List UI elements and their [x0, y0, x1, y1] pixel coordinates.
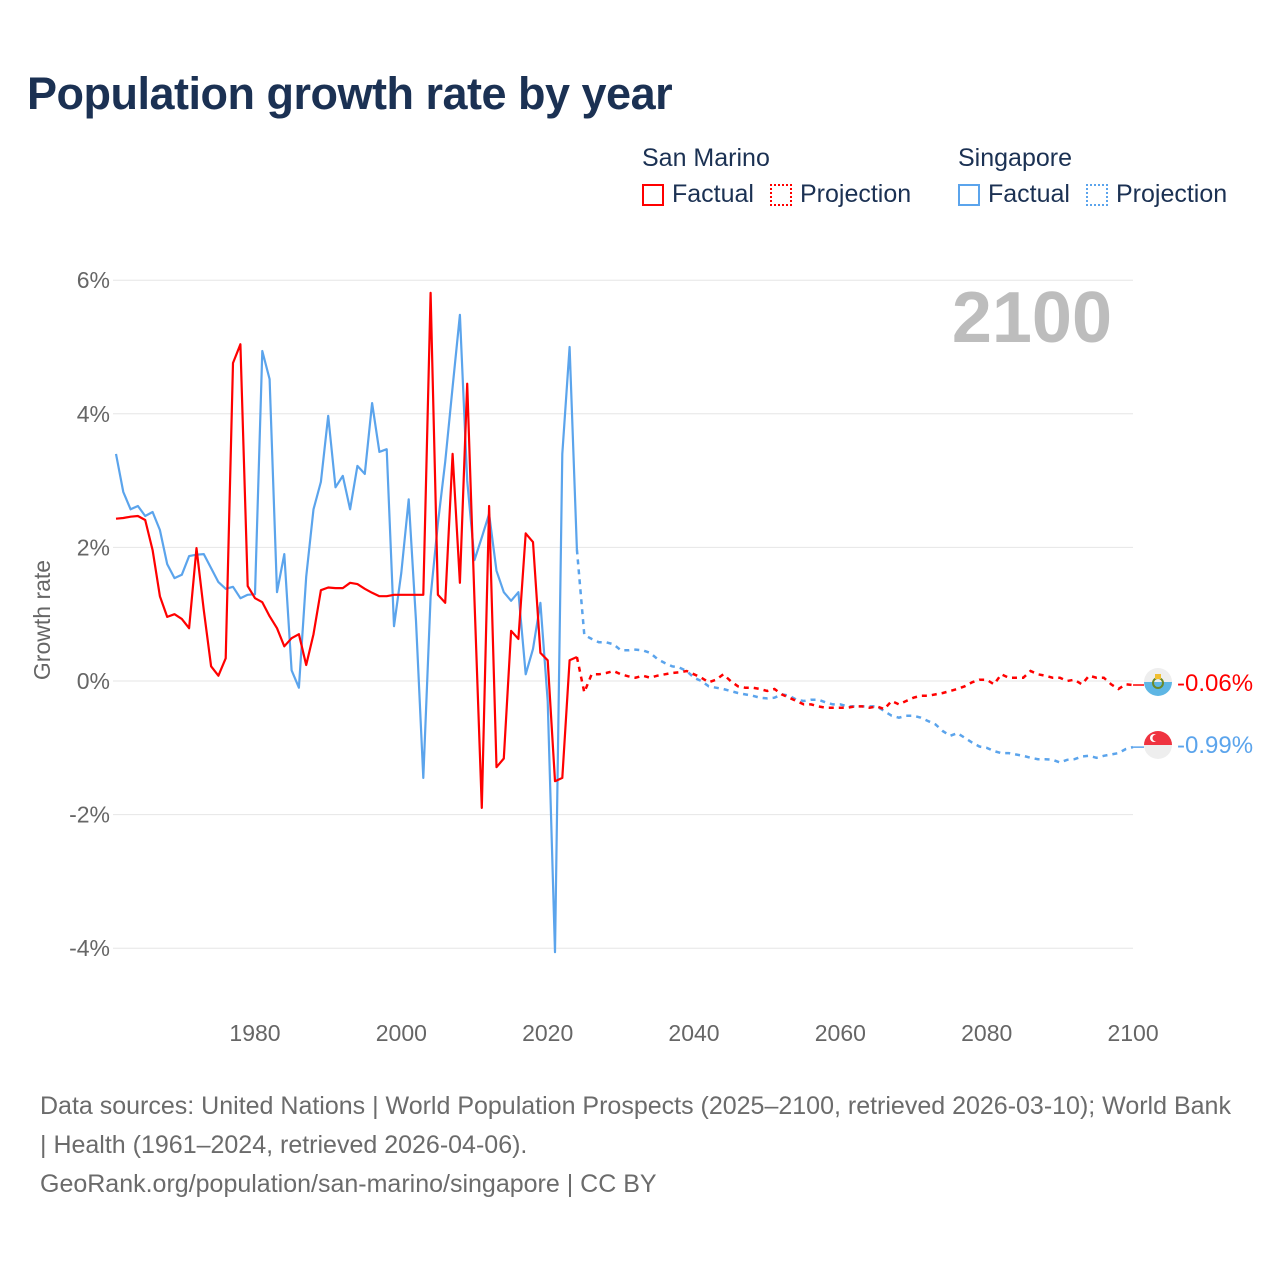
singapore-flag-icon: [1144, 731, 1172, 759]
legend-singapore-factual[interactable]: Factual: [958, 180, 1070, 209]
data-sources: Data sources: United Nations | World Pop…: [40, 1092, 1231, 1159]
x-tick-label: 2020: [522, 1020, 573, 1046]
legend-label: Projection: [1115, 180, 1228, 208]
singapore-end-label: -0.99%: [1177, 732, 1253, 759]
y-axis-label: Growth rate: [29, 560, 55, 680]
y-tick-label: 4%: [77, 401, 110, 427]
chart-title: Population growth rate by year: [27, 68, 673, 119]
san-marino-end-label: -0.06%: [1177, 670, 1253, 697]
x-tick-label: 2080: [961, 1020, 1012, 1046]
x-tick-label: 1980: [229, 1020, 280, 1046]
san-marino-flag-icon: [1144, 668, 1172, 696]
singapore-projection-line: [575, 549, 1134, 764]
legend-label: Factual: [672, 180, 754, 208]
legend-swatch-dotted: [1085, 183, 1108, 206]
gridlines: [113, 279, 1133, 949]
legend-group-singapore: Singapore Factual Projection: [958, 144, 1243, 209]
legend-label: Projection: [799, 180, 912, 208]
legend-san-marino-projection[interactable]: Projection: [769, 180, 912, 209]
y-tick-label: -4%: [69, 935, 110, 961]
attribution-link[interactable]: GeoRank.org/population/san-marino/singap…: [40, 1170, 657, 1198]
y-tick-label: 2%: [77, 534, 110, 560]
x-tick-label: 2060: [815, 1020, 866, 1046]
singapore-factual-line: [114, 313, 578, 954]
legend-label: Factual: [988, 180, 1070, 208]
x-tick-label: 2040: [668, 1020, 719, 1046]
series-lines: [114, 291, 1144, 954]
y-tick-label: 0%: [77, 668, 110, 694]
end-markers: -0.06% -0.99%: [1144, 668, 1253, 759]
year-watermark: 2100: [952, 278, 1112, 358]
y-tick-label: -2%: [69, 802, 110, 828]
y-tick-label: 6%: [77, 267, 110, 293]
legend-swatch-solid: [642, 183, 664, 206]
legend-swatch-dotted: [769, 183, 792, 206]
footer: Data sources: United Nations | World Pop…: [40, 1087, 1240, 1204]
x-tick-label: 2100: [1107, 1020, 1158, 1046]
legend-group-name: San Marino: [642, 144, 770, 172]
san-marino-projection-line: [575, 656, 1134, 711]
line-chart: 6% 4% 2% 0% -2% -4% 1980 2000 2020 2040 2060 2080 2…: [29, 267, 1253, 1046]
san-marino-factual-line: [115, 291, 578, 809]
y-axis-ticks: 6% 4% 2% 0% -2% -4%: [69, 267, 110, 961]
legend-san-marino-factual[interactable]: Factual: [642, 180, 754, 209]
legend-group-name: Singapore: [958, 144, 1072, 172]
x-axis-ticks: 1980 2000 2020 2040 2060 2080 2100: [229, 1020, 1158, 1046]
legend-singapore-projection[interactable]: Projection: [1085, 180, 1228, 209]
x-tick-label: 2000: [376, 1020, 427, 1046]
legend-swatch-solid: [958, 183, 980, 206]
legend-group-san-marino: San Marino Factual Projection: [642, 144, 927, 209]
